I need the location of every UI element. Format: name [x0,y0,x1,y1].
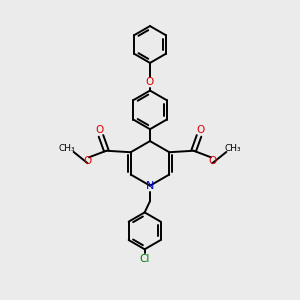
Text: CH₃: CH₃ [225,145,241,154]
Text: O: O [96,125,104,135]
Text: O: O [146,77,154,87]
Text: O: O [84,156,92,166]
Text: CH₃: CH₃ [59,145,75,154]
Text: O: O [208,156,216,166]
Text: N: N [146,181,154,191]
Text: Cl: Cl [140,254,150,264]
Text: O: O [196,125,204,135]
